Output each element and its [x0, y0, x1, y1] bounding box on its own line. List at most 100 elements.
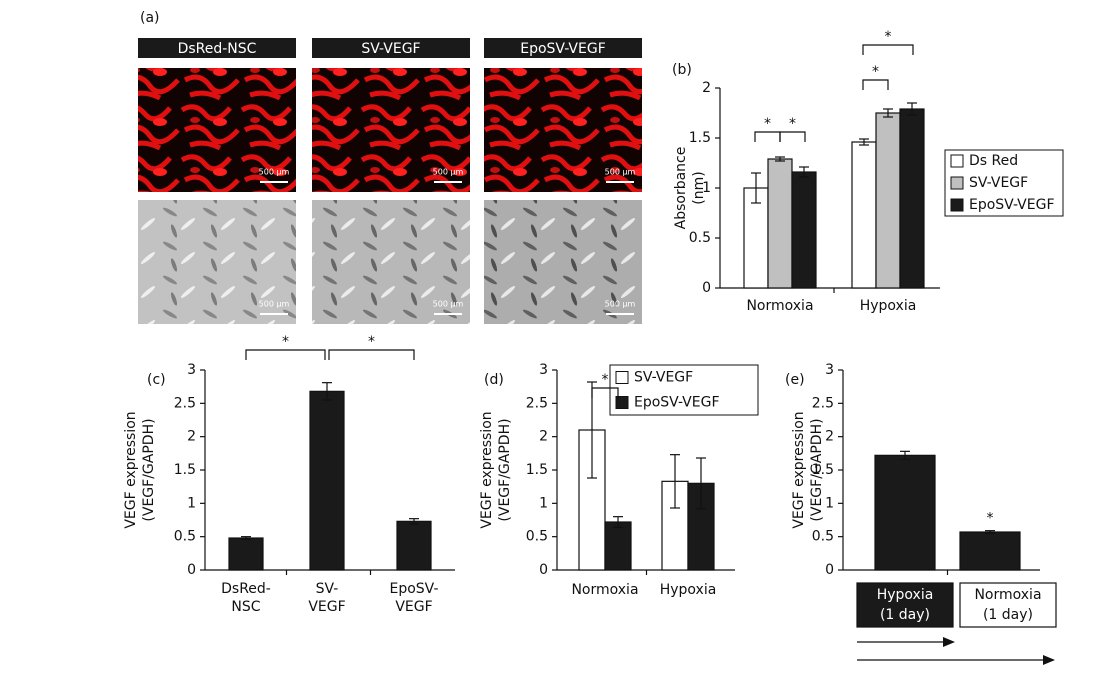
panel-label: (d): [484, 372, 504, 388]
bar: [791, 171, 817, 289]
scale-bar-label: 500 µm: [259, 300, 290, 309]
y-tick-label: 1.5: [174, 462, 196, 478]
significance-star: *: [282, 334, 289, 350]
x-tick-label: Hypoxia: [860, 298, 917, 314]
legend-label: EpoSV-VEGF: [634, 395, 720, 411]
error-bar: [900, 450, 910, 460]
column-header: SV-VEGF: [361, 41, 420, 57]
bar: [604, 521, 632, 571]
legend-swatch: [950, 154, 964, 168]
panel-label: (c): [147, 372, 166, 388]
y-tick-label: 1: [825, 495, 834, 511]
header-box: [138, 38, 296, 58]
legend-swatch: [615, 396, 629, 409]
panel-label: (a): [140, 10, 160, 26]
y-tick-label: 3: [825, 362, 834, 378]
y-tick-label: 0: [702, 280, 711, 296]
y-tick-label: 2.5: [526, 395, 548, 411]
arrow-head: [943, 637, 955, 647]
error-bar: [613, 516, 623, 528]
significance-star: *: [987, 511, 994, 527]
error-bar: [775, 156, 785, 162]
significance-bracket: [591, 387, 619, 398]
micrograph: [484, 200, 642, 324]
error-bar: [696, 457, 706, 510]
error-bar: [985, 530, 995, 534]
significance-bracket: [862, 79, 889, 90]
column-header: DsRed-NSC: [178, 41, 257, 57]
legend-swatch: [615, 371, 629, 384]
y-tick-label: 2.5: [812, 395, 834, 411]
bar: [874, 454, 936, 571]
y-tick-label: 0.5: [812, 529, 834, 545]
y-axis-label: VEGF expression (VEGF/GAPDH): [479, 411, 513, 528]
micrograph: [484, 68, 642, 192]
error-bar: [409, 518, 419, 525]
chart-panel: (c) VEGF expression (VEGF/GAPDH) 0 0.5 1 1.5 2 2…: [123, 334, 455, 615]
significance-star: *: [789, 116, 796, 132]
panel-label: (b): [672, 62, 692, 78]
header-box: [312, 38, 470, 58]
legend-box: [944, 149, 1064, 217]
x-tick-label: Normoxia: [746, 298, 813, 314]
significance-star: *: [602, 372, 609, 388]
significance-bracket: [862, 44, 914, 55]
panel-a: (a): [140, 10, 160, 26]
significance-star: *: [368, 334, 375, 350]
micrograph: [312, 200, 470, 324]
y-tick-label: 1.5: [689, 130, 711, 146]
y-tick-label: 1.5: [812, 462, 834, 478]
legend-label: SV-VEGF: [969, 175, 1028, 191]
micrograph: [138, 68, 296, 192]
scale-bar-label: 500 µm: [605, 168, 636, 177]
error-bar: [799, 166, 809, 178]
x-tick-label: SV-VEGF: [308, 581, 345, 615]
significance-bracket: [245, 349, 326, 360]
x-tick-label: Normoxia (1 day): [974, 587, 1041, 623]
x-tick-label: EpoSV-VEGF: [390, 581, 439, 615]
scale-bar-label: 500 µm: [605, 300, 636, 309]
scale-bar-label: 500 µm: [259, 168, 290, 177]
bar: [899, 108, 925, 289]
significance-star: *: [885, 29, 892, 45]
y-tick-label: 2: [825, 429, 834, 445]
x-tick-label: Hypoxia: [660, 582, 717, 598]
header-box: [484, 38, 642, 58]
bar: [396, 520, 432, 571]
y-tick-label: 2: [702, 80, 711, 96]
y-tick-label: 0: [187, 562, 196, 578]
y-tick-label: 2.5: [174, 395, 196, 411]
error-bar: [883, 108, 893, 118]
error-bar: [859, 138, 869, 146]
category-box: [856, 582, 954, 628]
legend-label: Ds Red: [969, 153, 1018, 169]
legend-label: SV-VEGF: [634, 370, 693, 386]
x-tick-label: Hypoxia (1 day): [877, 587, 934, 623]
y-tick-label: 1: [187, 495, 196, 511]
chart-panel: (d) VEGF expression (VEGF/GAPDH) 0 0.5 1 1.5 2 2…: [479, 362, 759, 598]
chart-panel: (e) VEGF expression (VEGF/GAPDH) 0 0.5 1 1.5 2 2…: [785, 362, 1057, 665]
y-tick-label: 0.5: [174, 529, 196, 545]
category-box: [959, 582, 1057, 628]
bar: [228, 537, 264, 571]
legend-swatch: [950, 198, 964, 212]
chart-panel: (b) Absorbance (nm) 0 0.5 1 1.5 2 Normoxia Hypoxi…: [672, 29, 1064, 314]
significance-bracket: [754, 131, 781, 142]
y-tick-label: 1: [539, 495, 548, 511]
x-tick-label: DsRed-NSC: [221, 581, 271, 615]
significance-bracket: [779, 131, 806, 142]
legend-label: EpoSV-VEGF: [969, 197, 1055, 213]
error-bar: [751, 172, 761, 204]
scale-bar-label: 500 µm: [433, 300, 464, 309]
bar: [875, 112, 901, 289]
error-bar: [907, 102, 917, 116]
scale-bar-label: 500 µm: [433, 168, 464, 177]
y-axis-label: VEGF expression (VEGF/GAPDH): [123, 411, 157, 528]
column-header: EpoSV-VEGF: [520, 41, 606, 57]
legend-swatch: [950, 176, 964, 190]
bar: [767, 158, 793, 289]
y-axis-label: Absorbance (nm): [673, 147, 707, 230]
bar: [743, 187, 769, 289]
y-tick-label: 2: [539, 429, 548, 445]
